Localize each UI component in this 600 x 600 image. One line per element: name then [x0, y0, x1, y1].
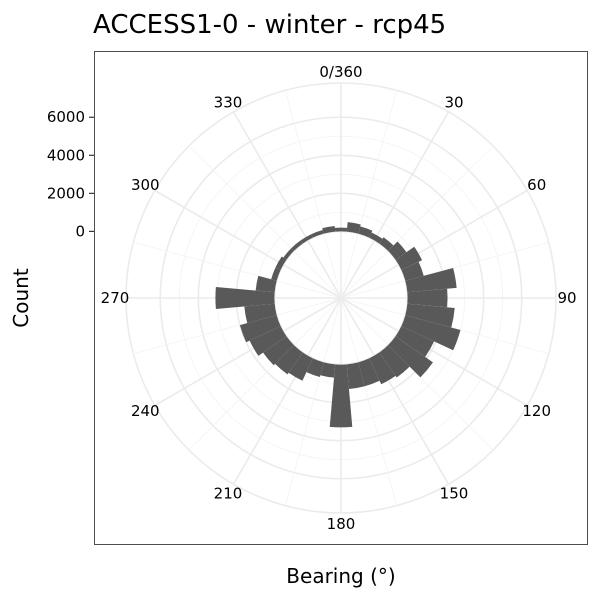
y-axis-title: Count — [9, 268, 33, 328]
bar-bearing-250 — [239, 315, 281, 343]
bar-bearing-140 — [379, 345, 410, 378]
bearing-label-240: 240 — [131, 402, 160, 420]
chart-title: ACCESS1-0 - winter - rcp45 — [93, 10, 446, 40]
spoke-line — [232, 111, 342, 299]
grid — [125, 82, 557, 514]
spoke-line — [340, 111, 450, 299]
bar-bearing-260 — [244, 303, 277, 324]
bar-bearing-40 — [379, 237, 394, 251]
minor-spoke-line — [284, 297, 342, 506]
y-tick-label: 4000 — [47, 146, 85, 164]
bar-bearing-110 — [401, 315, 461, 351]
bar-bearing-200 — [306, 358, 324, 378]
spoke-line — [154, 297, 342, 407]
bar-bearing-120 — [395, 326, 435, 357]
bar-bearing-350 — [322, 225, 336, 234]
bearing-label-60: 60 — [527, 176, 546, 194]
bearing-label-90: 90 — [557, 289, 576, 307]
minor-spoke-line — [340, 90, 398, 299]
minor-spoke-line — [133, 241, 342, 299]
bar-bearing-130 — [388, 336, 433, 378]
bearing-label-300: 300 — [131, 176, 160, 194]
y-tick-label: 2000 — [47, 184, 85, 202]
minor-spoke-line — [340, 297, 398, 506]
bar-bearing-80 — [405, 267, 457, 293]
bar-bearing-300 — [275, 256, 287, 270]
bearing-labels: 0/360 30 60 90 120 150 180 210 240 270 300 330 — [101, 63, 577, 533]
bearing-label-330: 330 — [214, 93, 243, 111]
bearing-label-0: 0/360 — [319, 63, 362, 81]
bar-bearing-50 — [388, 241, 407, 260]
y-tick-label: 6000 — [47, 108, 85, 126]
bar-bearing-210 — [288, 352, 313, 381]
bearing-label-30: 30 — [444, 93, 463, 111]
bar-bearing-150 — [369, 352, 396, 385]
bar-bearing-330 — [300, 234, 313, 244]
bar-bearing-30 — [369, 232, 383, 244]
bar-bearing-290 — [271, 267, 281, 281]
bar-bearing-310 — [283, 248, 294, 260]
bar-bearing-280 — [255, 275, 277, 293]
bar-bearing-230 — [263, 336, 294, 366]
bar-bearing-100 — [405, 303, 455, 328]
bearing-label-210: 210 — [214, 485, 243, 503]
bar-bearing-340 — [311, 230, 324, 238]
spoke-line — [154, 189, 342, 299]
spoke-line — [340, 297, 528, 407]
x-axis-title: Bearing (°) — [286, 564, 395, 588]
bar-bearing-270 — [215, 287, 275, 309]
bar-bearing-90 — [407, 288, 448, 308]
minor-spoke-line — [340, 241, 549, 299]
y-tick-label: 0 — [75, 222, 85, 240]
bar-bearing-170 — [346, 362, 365, 389]
bar-bearing-180 — [329, 364, 353, 428]
minor-spoke-line — [284, 90, 342, 299]
spoke-line — [232, 297, 342, 485]
bearing-label-150: 150 — [440, 485, 469, 503]
bar-bearing-240 — [249, 326, 287, 356]
minor-spoke-line — [340, 145, 494, 299]
bearing-label-270: 270 — [101, 289, 130, 307]
bar-bearing-220 — [275, 345, 303, 375]
minor-spoke-line — [188, 297, 342, 451]
spoke-line — [340, 189, 528, 299]
minor-spoke-line — [133, 297, 342, 355]
y-axis: 0 2000 4000 6000 — [47, 108, 94, 240]
bar-bearing-160 — [358, 358, 380, 387]
bar-bearing-0 — [334, 227, 348, 232]
bearing-label-120: 120 — [522, 402, 551, 420]
bar-bearing-70 — [401, 261, 424, 281]
bar-bearing-190 — [320, 362, 336, 378]
bar-bearing-60 — [395, 246, 423, 270]
minor-spoke-line — [188, 145, 342, 299]
bars — [215, 222, 461, 428]
bearing-label-180: 180 — [327, 515, 356, 533]
spoke-line — [340, 297, 450, 485]
bar-bearing-10 — [346, 222, 361, 234]
bar-bearing-20 — [358, 226, 373, 238]
bar-bearing-320 — [291, 240, 303, 251]
